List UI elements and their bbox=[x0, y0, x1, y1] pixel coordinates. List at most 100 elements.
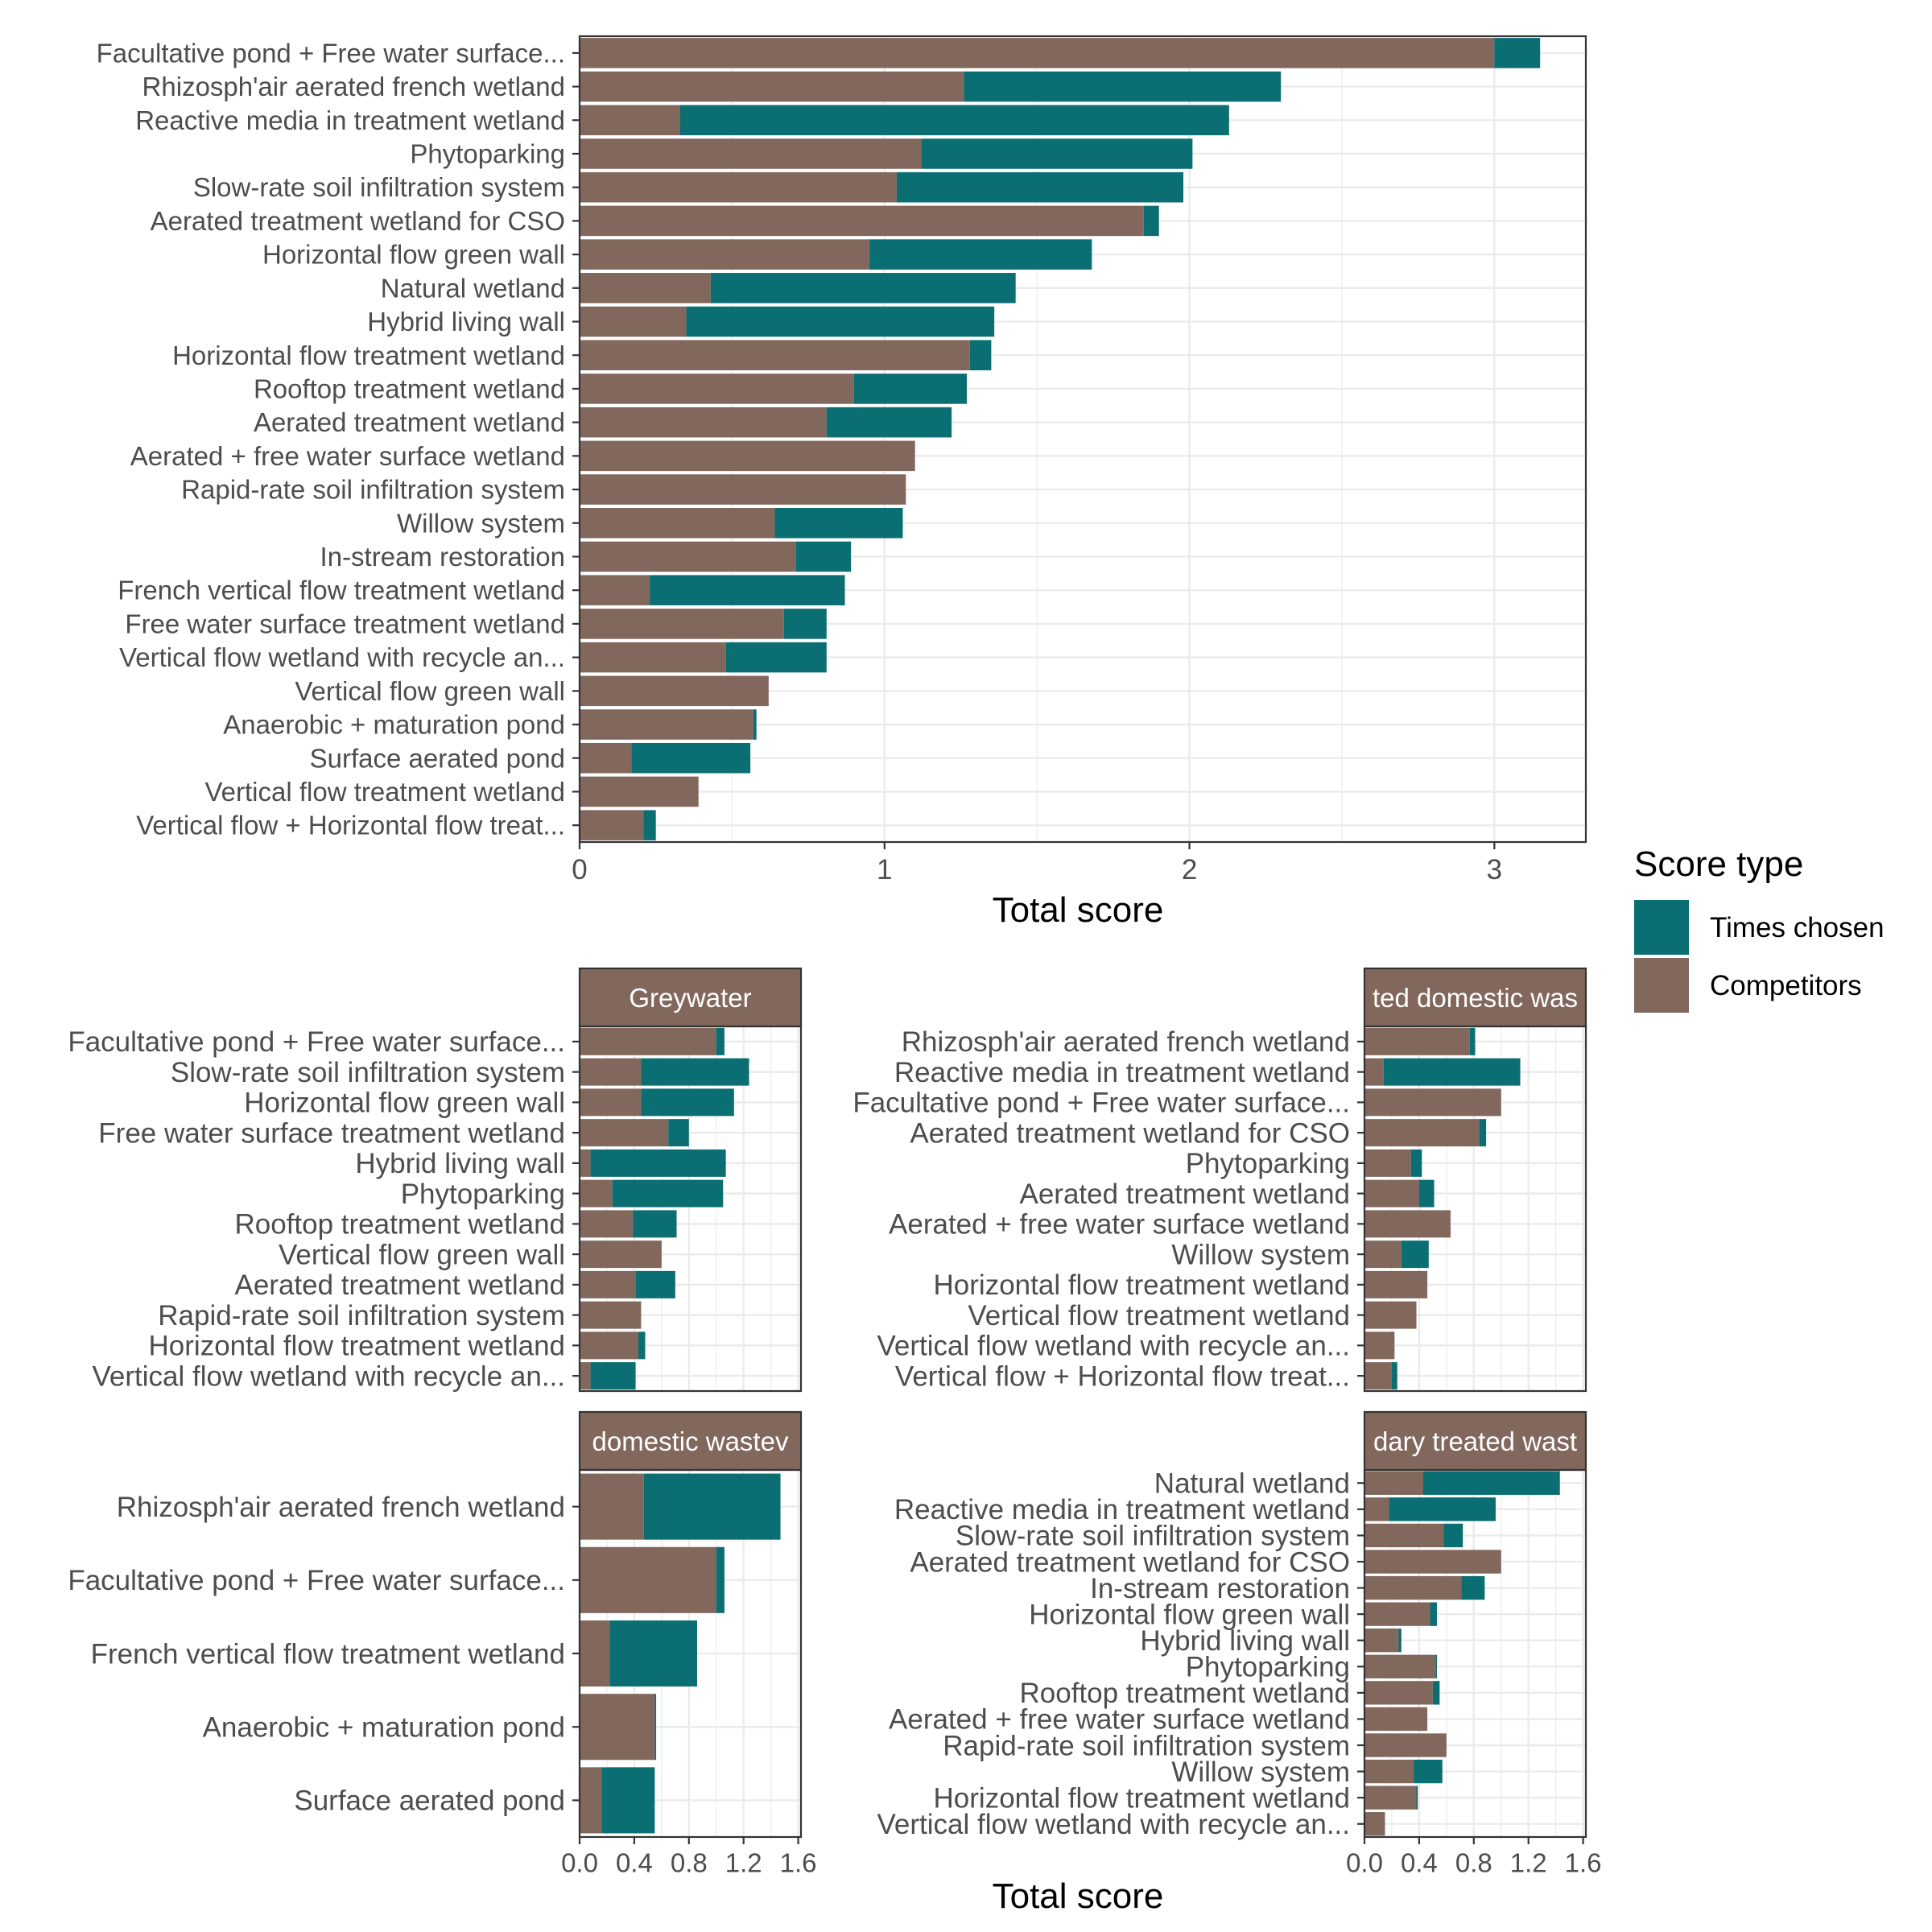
bar-times-chosen-willow-system bbox=[1401, 1241, 1429, 1269]
bar-times-chosen-french-vertical-flow-treatment-wetland bbox=[650, 575, 845, 605]
y-tick-label: Vertical flow green wall bbox=[295, 676, 565, 706]
bar-times-chosen-hybrid-living-wall bbox=[686, 306, 995, 337]
panel-border bbox=[578, 35, 1587, 844]
bar-competitors-free-water-surface-treatment-wetland bbox=[580, 609, 784, 639]
bar-times-chosen-natural-wetland bbox=[1422, 1471, 1560, 1495]
x-tick-label: 1 bbox=[877, 854, 892, 886]
bar-times-chosen-reactive-media-in-treatment-wetland bbox=[680, 105, 1229, 136]
bar-times-chosen-rhizosph-air-aerated-french-wetland bbox=[1469, 1027, 1476, 1055]
bar-competitors-phytoparking bbox=[1364, 1654, 1436, 1678]
bar-times-chosen-surface-aerated-pond bbox=[631, 742, 751, 774]
y-tick-label: Reactive media in treatment wetland bbox=[894, 1057, 1350, 1088]
facet-strip-label: dary treated wast bbox=[1373, 1426, 1577, 1456]
bar-competitors-rhizosph-air-aerated-french-wetland bbox=[1364, 1027, 1470, 1055]
y-tick-label: Hybrid living wall bbox=[355, 1148, 565, 1179]
x-tick-label: 0 bbox=[572, 854, 587, 886]
legend-title: Score type bbox=[1634, 844, 1803, 884]
bar-competitors-phytoparking bbox=[580, 1179, 613, 1208]
y-tick-label: Rhizosph'air aerated french wetland bbox=[142, 72, 565, 101]
bar-competitors-facultative-pond-free-water-surface bbox=[1364, 1088, 1501, 1117]
y-tick-label: Vertical flow wetland with recycle an... bbox=[93, 1360, 565, 1392]
y-tick-label: Surface aerated pond bbox=[310, 743, 565, 773]
facet-strip-label: ted domestic was bbox=[1373, 983, 1578, 1013]
bar-times-chosen-willow-system bbox=[774, 508, 903, 539]
bar-competitors-hybrid-living-wall bbox=[580, 306, 687, 337]
y-tick-label: Facultative pond + Free water surface... bbox=[68, 1565, 565, 1596]
bar-competitors-rapid-rate-soil-infiltration-system bbox=[1364, 1733, 1447, 1757]
y-tick-label: Aerated treatment wetland for CSO bbox=[910, 1117, 1350, 1149]
y-tick-label: Horizontal flow treatment wetland bbox=[172, 341, 565, 370]
bar-competitors-horizontal-flow-treatment-wetland bbox=[580, 340, 970, 370]
bar-competitors-vertical-flow-horizontal-flow-treat bbox=[1364, 1362, 1392, 1390]
x-tick-label: 0.0 bbox=[1346, 1848, 1383, 1878]
panel-background bbox=[580, 1026, 801, 1391]
bar-times-chosen-slow-rate-soil-infiltration-system bbox=[1443, 1523, 1463, 1548]
bar-competitors-rapid-rate-soil-infiltration-system bbox=[580, 474, 906, 505]
y-tick-label: Horizontal flow green wall bbox=[1029, 1599, 1350, 1630]
bar-competitors-vertical-flow-green-wall bbox=[580, 675, 769, 707]
bar-times-chosen-reactive-media-in-treatment-wetland bbox=[1389, 1497, 1496, 1521]
panel-ted-domestic-was: Rhizosph'air aerated french wetlandReact… bbox=[852, 967, 1587, 1392]
bar-times-chosen-horizontal-flow-treatment-wetland bbox=[638, 1331, 646, 1360]
bars bbox=[580, 1473, 781, 1834]
bar-competitors-vertical-flow-treatment-wetland bbox=[1364, 1301, 1417, 1329]
y-tick-label: Hybrid living wall bbox=[367, 307, 565, 336]
x-tick-label: 0.0 bbox=[561, 1848, 598, 1878]
y-tick-label: Natural wetland bbox=[1154, 1468, 1350, 1500]
bar-competitors-rapid-rate-soil-infiltration-system bbox=[580, 1301, 642, 1329]
y-tick-label: Natural wetland bbox=[381, 273, 565, 303]
bar-times-chosen-in-stream-restoration bbox=[795, 541, 852, 572]
bar-competitors-hybrid-living-wall bbox=[580, 1149, 591, 1177]
bar-times-chosen-aerated-treatment-wetland-for-cso bbox=[1479, 1119, 1487, 1147]
bar-competitors-willow-system bbox=[1364, 1241, 1402, 1269]
bar-times-chosen-aerated-treatment-wetland bbox=[1418, 1179, 1435, 1208]
y-tick-label: Phytoparking bbox=[1186, 1148, 1350, 1179]
x-tick-label: 2 bbox=[1182, 854, 1197, 886]
bar-competitors-horizontal-flow-treatment-wetland bbox=[1364, 1270, 1428, 1298]
bar-times-chosen-rooftop-treatment-wetland bbox=[1432, 1681, 1440, 1705]
bar-times-chosen-natural-wetland bbox=[710, 273, 1016, 303]
bar-competitors-aerated-treatment-wetland bbox=[580, 407, 827, 438]
bar-competitors-aerated-free-water-surface-wetland bbox=[1364, 1210, 1451, 1238]
y-tick-label: Aerated treatment wetland bbox=[1019, 1179, 1350, 1210]
facet-strip bbox=[1363, 1410, 1587, 1472]
bar-competitors-vertical-flow-wetland-with-recycle-an bbox=[580, 642, 726, 673]
bar-competitors-horizontal-flow-green-wall bbox=[580, 1088, 642, 1117]
y-tick-label: Vertical flow wetland with recycle an... bbox=[877, 1331, 1350, 1362]
bar-competitors-natural-wetland bbox=[580, 273, 711, 303]
y-tick-label: Rooftop treatment wetland bbox=[254, 374, 565, 403]
bar-times-chosen-horizontal-flow-green-wall bbox=[1430, 1602, 1437, 1626]
bar-times-chosen-facultative-pond-free-water-surface bbox=[716, 1027, 724, 1055]
x-tick-label: 0.4 bbox=[616, 1848, 653, 1878]
panel-greywater: Facultative pond + Free water surface...… bbox=[68, 967, 803, 1392]
y-tick-label: Horizontal flow green wall bbox=[244, 1088, 565, 1119]
bar-competitors-aerated-treatment-wetland-for-cso bbox=[1364, 1119, 1480, 1147]
y-tick-label: French vertical flow treatment wetland bbox=[91, 1638, 565, 1670]
y-tick-label: Willow system bbox=[1171, 1239, 1350, 1270]
x-tick-label: 0.8 bbox=[1455, 1848, 1492, 1878]
bar-competitors-horizontal-flow-green-wall bbox=[580, 239, 869, 270]
bar-times-chosen-hybrid-living-wall bbox=[590, 1149, 726, 1177]
bar-competitors-aerated-free-water-surface-wetland bbox=[580, 440, 915, 472]
x-tick-label: 3 bbox=[1487, 854, 1502, 886]
facet-strip bbox=[578, 967, 803, 1028]
y-tick-label: Rhizosph'air aerated french wetland bbox=[117, 1492, 565, 1523]
y-tick-label: Aerated treatment wetland bbox=[254, 407, 565, 437]
y-tick-label: Horizontal flow treatment wetland bbox=[934, 1269, 1350, 1301]
bar-times-chosen-horizontal-flow-green-wall bbox=[869, 239, 1092, 270]
bar-times-chosen-vertical-flow-wetland-with-recycle-an bbox=[725, 642, 827, 673]
legend-label-competitors: Competitors bbox=[1710, 970, 1862, 1001]
bar-competitors-phytoparking bbox=[580, 138, 922, 169]
y-tick-label: Horizontal flow green wall bbox=[262, 240, 565, 270]
bar-times-chosen-anaerobic-maturation-pond bbox=[654, 1694, 657, 1761]
chart-panels: Facultative pond + Free water surface...… bbox=[68, 35, 1602, 1878]
y-tick-label: Phytoparking bbox=[410, 139, 565, 169]
bars bbox=[580, 38, 1541, 840]
x-tick-label: 0.8 bbox=[671, 1848, 708, 1878]
bar-times-chosen-anaerobic-maturation-pond bbox=[753, 709, 757, 740]
bar-times-chosen-phytoparking bbox=[612, 1179, 724, 1208]
bar-competitors-vertical-flow-horizontal-flow-treat bbox=[580, 810, 644, 840]
y-tick-label: Slow-rate soil infiltration system bbox=[193, 172, 565, 202]
bar-competitors-facultative-pond-free-water-surface bbox=[580, 1546, 716, 1613]
y-tick-label: Slow-rate soil infiltration system bbox=[956, 1521, 1350, 1552]
